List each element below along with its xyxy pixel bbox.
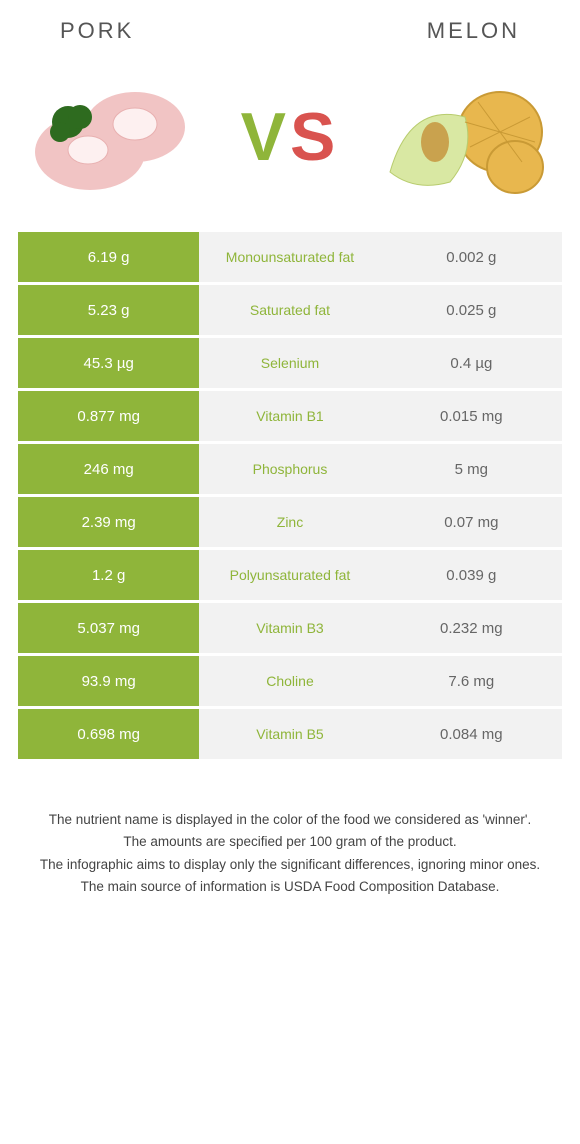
- nutrient-label: Monounsaturated fat: [199, 232, 380, 282]
- nutrient-label: Vitamin B3: [199, 603, 380, 653]
- table-row: 0.877 mgVitamin B10.015 mg: [18, 391, 562, 441]
- left-value: 246 mg: [18, 444, 199, 494]
- table-row: 93.9 mgCholine7.6 mg: [18, 656, 562, 706]
- right-value: 0.084 mg: [381, 709, 562, 759]
- right-value: 0.232 mg: [381, 603, 562, 653]
- left-value: 5.037 mg: [18, 603, 199, 653]
- nutrient-label: Zinc: [199, 497, 380, 547]
- table-row: 5.037 mgVitamin B30.232 mg: [18, 603, 562, 653]
- right-value: 0.07 mg: [381, 497, 562, 547]
- left-food-title: Pork: [60, 18, 134, 44]
- left-value: 45.3 µg: [18, 338, 199, 388]
- table-row: 6.19 gMonounsaturated fat0.002 g: [18, 232, 562, 282]
- footnote-line: The nutrient name is displayed in the co…: [28, 810, 552, 830]
- right-value: 7.6 mg: [381, 656, 562, 706]
- right-value: 0.4 µg: [381, 338, 562, 388]
- melon-icon: [380, 72, 550, 202]
- left-value: 2.39 mg: [18, 497, 199, 547]
- left-value: 0.877 mg: [18, 391, 199, 441]
- footnote-line: The main source of information is USDA F…: [28, 877, 552, 897]
- table-row: 0.698 mgVitamin B50.084 mg: [18, 709, 562, 759]
- header: Pork Melon: [0, 0, 580, 52]
- right-food-title: Melon: [427, 18, 520, 44]
- right-value: 0.039 g: [381, 550, 562, 600]
- left-value: 93.9 mg: [18, 656, 199, 706]
- nutrient-label: Vitamin B1: [199, 391, 380, 441]
- nutrient-label: Saturated fat: [199, 285, 380, 335]
- nutrient-label: Selenium: [199, 338, 380, 388]
- nutrient-label: Choline: [199, 656, 380, 706]
- left-value: 5.23 g: [18, 285, 199, 335]
- table-row: 246 mgPhosphorus5 mg: [18, 444, 562, 494]
- nutrient-label: Polyunsaturated fat: [199, 550, 380, 600]
- melon-image: [380, 72, 550, 202]
- right-value: 0.025 g: [381, 285, 562, 335]
- table-row: 1.2 gPolyunsaturated fat0.039 g: [18, 550, 562, 600]
- right-value: 0.015 mg: [381, 391, 562, 441]
- pork-icon: [30, 72, 200, 202]
- nutrient-label: Phosphorus: [199, 444, 380, 494]
- left-value: 1.2 g: [18, 550, 199, 600]
- comparison-table: 6.19 gMonounsaturated fat0.002 g5.23 gSa…: [0, 232, 580, 759]
- vs-label: VS: [241, 98, 340, 176]
- footnote-line: The infographic aims to display only the…: [28, 855, 552, 875]
- table-row: 5.23 gSaturated fat0.025 g: [18, 285, 562, 335]
- vs-v: V: [241, 98, 290, 176]
- left-value: 6.19 g: [18, 232, 199, 282]
- infographic-container: Pork Melon VS: [0, 0, 580, 919]
- right-value: 5 mg: [381, 444, 562, 494]
- table-row: 45.3 µgSelenium0.4 µg: [18, 338, 562, 388]
- pork-image: [30, 72, 200, 202]
- left-value: 0.698 mg: [18, 709, 199, 759]
- right-value: 0.002 g: [381, 232, 562, 282]
- nutrient-label: Vitamin B5: [199, 709, 380, 759]
- vs-s: S: [290, 98, 339, 176]
- footnote-line: The amounts are specified per 100 gram o…: [28, 832, 552, 852]
- images-row: VS: [0, 52, 580, 232]
- table-row: 2.39 mgZinc0.07 mg: [18, 497, 562, 547]
- footnotes: The nutrient name is displayed in the co…: [0, 762, 580, 919]
